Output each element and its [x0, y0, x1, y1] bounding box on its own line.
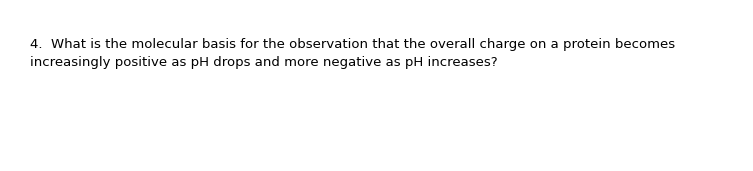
Text: 4.  What is the molecular basis for the observation that the overall charge on a: 4. What is the molecular basis for the o… [30, 38, 675, 69]
